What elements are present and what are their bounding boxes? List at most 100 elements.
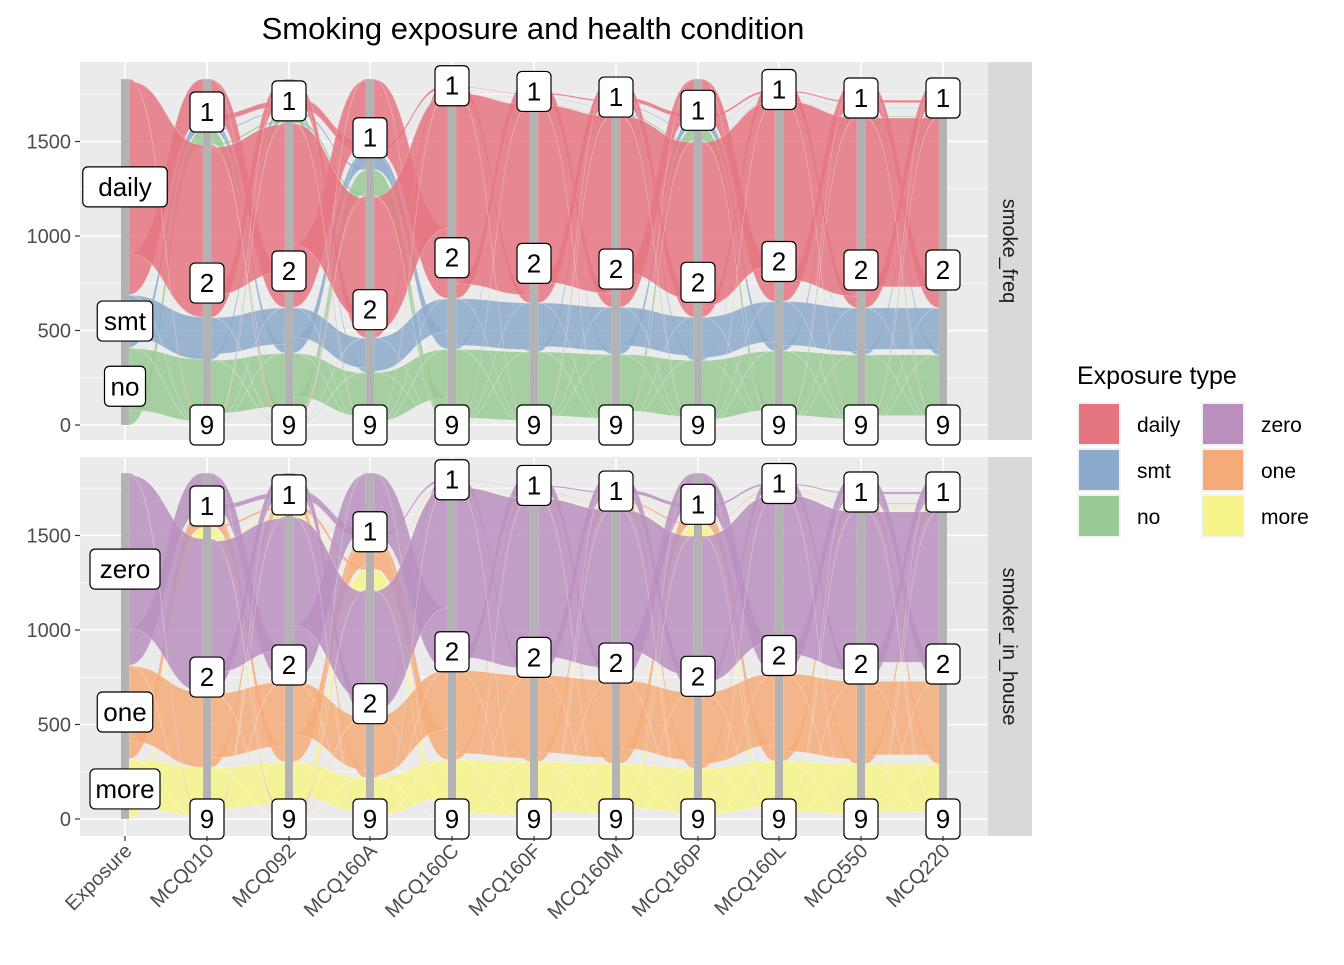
stratum-label: 9: [598, 404, 634, 446]
stratum-label: 9: [189, 798, 225, 840]
stratum-label: 1: [761, 462, 797, 505]
stratum-label-text: 9: [609, 804, 623, 834]
stratum-label: 9: [680, 404, 716, 446]
stratum-label-text: 9: [936, 804, 950, 834]
stratum-label: zero: [89, 548, 161, 590]
stratum-label: 2: [434, 237, 470, 279]
legend-swatch-daily: [1079, 404, 1119, 444]
stratum-label: 2: [516, 242, 552, 285]
stratum-label-text: 1: [936, 477, 950, 507]
stratum-label-text: daily: [98, 172, 151, 202]
stratum-label-text: 9: [772, 804, 786, 834]
stratum-label: 1: [352, 117, 388, 159]
flow-smt: [537, 302, 613, 352]
stratum-label: no: [103, 365, 147, 407]
stratum-label-text: 9: [282, 804, 296, 834]
stratum-label-box: [96, 300, 154, 342]
axis-stratum-bar: [203, 473, 211, 819]
stratum-label-box: [516, 636, 552, 679]
stratum-label-text: no: [111, 371, 140, 401]
legend-swatch-more: [1203, 496, 1243, 536]
stratum-label: 2: [516, 636, 552, 679]
x-tick-label: MCQ160C: [381, 840, 463, 922]
stratum-label-box: [82, 166, 168, 208]
stratum-label: 9: [843, 404, 879, 446]
stratum-label: 9: [925, 798, 961, 840]
stratum-label-text: 2: [363, 295, 377, 325]
stratum-label: 9: [680, 798, 716, 840]
stratum-label-box: [103, 365, 147, 407]
x-tick-label: MCQ160P: [628, 840, 710, 922]
stratum-label-text: 9: [363, 804, 377, 834]
stratum-label-box: [925, 77, 961, 119]
stratum-label: 1: [434, 459, 470, 501]
stratum-label-box: [352, 511, 388, 553]
stratum-label-box: [271, 644, 307, 686]
stratum-label-box: [761, 634, 797, 677]
y-tick-label: 0: [60, 415, 71, 437]
stratum-label-text: 9: [363, 410, 377, 440]
stratum-label: 9: [598, 798, 634, 840]
y-tick-label: 1500: [27, 132, 72, 154]
chart-title: Smoking exposure and health condition: [262, 11, 805, 46]
stratum-label: 9: [516, 798, 552, 840]
stratum-label-box: [843, 643, 879, 685]
stratum-label-text: one: [103, 697, 146, 727]
stratum-label: 1: [352, 511, 388, 553]
x-tick-label: MCQ160F: [465, 840, 546, 921]
legend-label: no: [1137, 506, 1160, 529]
flows: [128, 472, 940, 820]
stratum-label-box: [516, 464, 552, 507]
stratum-label: 1: [271, 474, 307, 516]
legend-label: one: [1261, 460, 1296, 483]
stratum-label-text: 9: [772, 410, 786, 440]
flow-one: [864, 681, 940, 756]
legend-swatch-one: [1203, 450, 1243, 490]
stratum-label-text: 1: [200, 491, 214, 521]
stratum-label: 1: [761, 68, 797, 111]
legend-label: daily: [1137, 414, 1181, 437]
stratum-label-text: 2: [936, 255, 950, 285]
stratum-label-box: [761, 68, 797, 111]
x-tick-label: MCQ220: [882, 840, 954, 912]
stratum-label-box: [598, 76, 634, 118]
stratum-label-text: 1: [445, 71, 459, 101]
x-tick-label: Exposure: [61, 840, 136, 915]
stratum-label: 2: [925, 643, 961, 685]
stratum-label-box: [89, 768, 161, 810]
x-tick-label: MCQ160A: [300, 840, 382, 922]
legend-swatch-smt: [1079, 450, 1119, 490]
legend-title: Exposure type: [1077, 362, 1237, 390]
stratum-label-text: 1: [200, 97, 214, 127]
stratum-label: 2: [843, 249, 879, 291]
stratum-label-box: [598, 470, 634, 512]
legend-swatch-no: [1079, 496, 1119, 536]
stratum-label: 9: [761, 404, 797, 446]
stratum-label-box: [680, 655, 716, 697]
stratum-label-text: 2: [282, 650, 296, 680]
stratum-label-text: 2: [527, 248, 541, 278]
stratum-label-box: [516, 404, 552, 446]
stratum-label-box: [925, 249, 961, 291]
stratum-label: 1: [680, 483, 716, 525]
stratum-label-box: [434, 237, 470, 279]
legend-label: more: [1261, 506, 1309, 529]
stratum-label-text: 2: [527, 642, 541, 672]
axis-stratum-bar: [366, 473, 374, 819]
y-tick-label: 500: [38, 715, 71, 737]
x-tick-label: MCQ160M: [544, 840, 628, 924]
stratum-label-box: [680, 404, 716, 446]
stratum-label-text: 2: [445, 637, 459, 667]
stratum-label-text: 2: [200, 268, 214, 298]
stratum-label-text: 9: [936, 410, 950, 440]
axis-stratum-bar: [203, 79, 211, 425]
stratum-label: 9: [434, 404, 470, 446]
stratum-label: 1: [680, 89, 716, 131]
flow-zero: [864, 511, 940, 663]
stratum-label-text: 2: [363, 689, 377, 719]
stratum-label: 2: [189, 656, 225, 698]
stratum-label-box: [925, 471, 961, 513]
stratum-label-box: [271, 474, 307, 516]
stratum-label-box: [925, 643, 961, 685]
stratum-label-box: [434, 65, 470, 107]
